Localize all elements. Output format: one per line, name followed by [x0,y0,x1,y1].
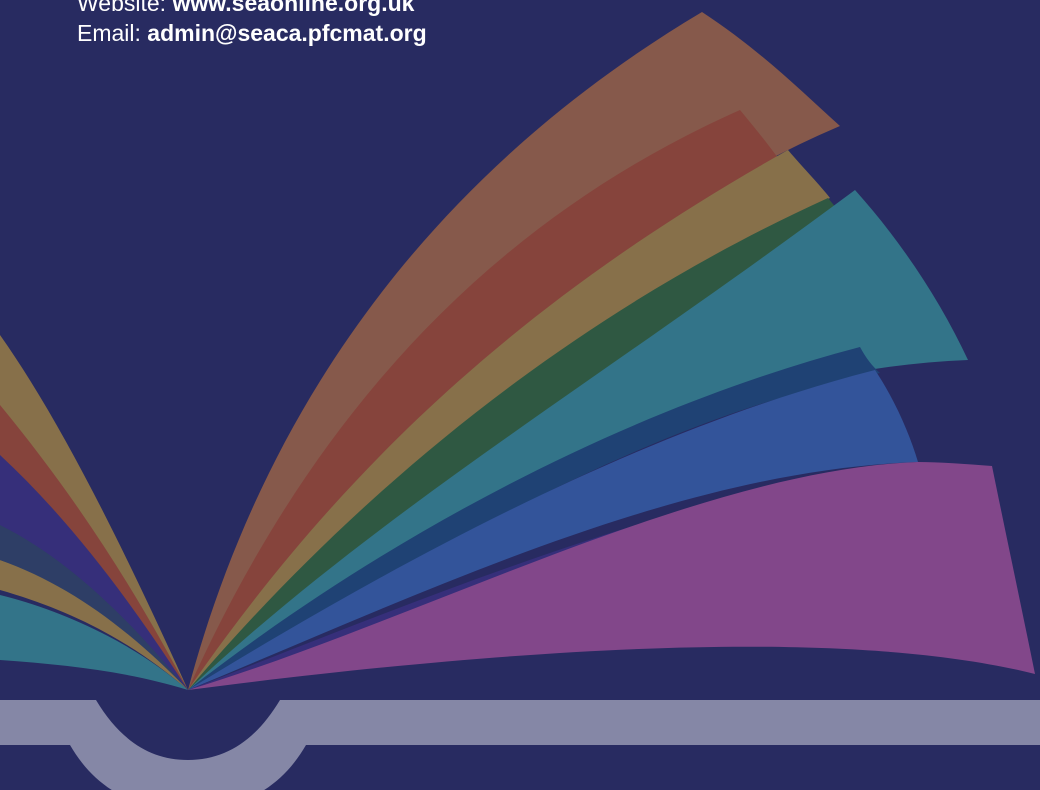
left-page-red [0,400,188,690]
book-spine [0,700,1040,790]
left-page-olive-low [0,560,188,690]
left-pages [0,335,188,690]
email-line: Email: admin@seaca.pfcmat.org [77,18,427,48]
right-pages [188,12,1035,690]
spine-bar [0,700,1040,790]
right-page-purple [188,462,1035,690]
left-page-olive-top [0,335,188,690]
website-link[interactable]: www.seaonline.org.uk [172,0,415,16]
email-link[interactable]: admin@seaca.pfcmat.org [147,20,427,46]
email-label: Email: [77,20,148,46]
left-page-navy [0,520,188,690]
left-page-teal [0,595,188,690]
left-page-indigo [0,450,188,690]
website-label: Website: [77,0,173,16]
contact-block: Website: www.seaonline.org.uk Email: adm… [77,0,427,48]
right-page-blue [188,370,918,690]
right-page-navy [188,347,880,690]
website-line: Website: www.seaonline.org.uk [77,0,427,18]
